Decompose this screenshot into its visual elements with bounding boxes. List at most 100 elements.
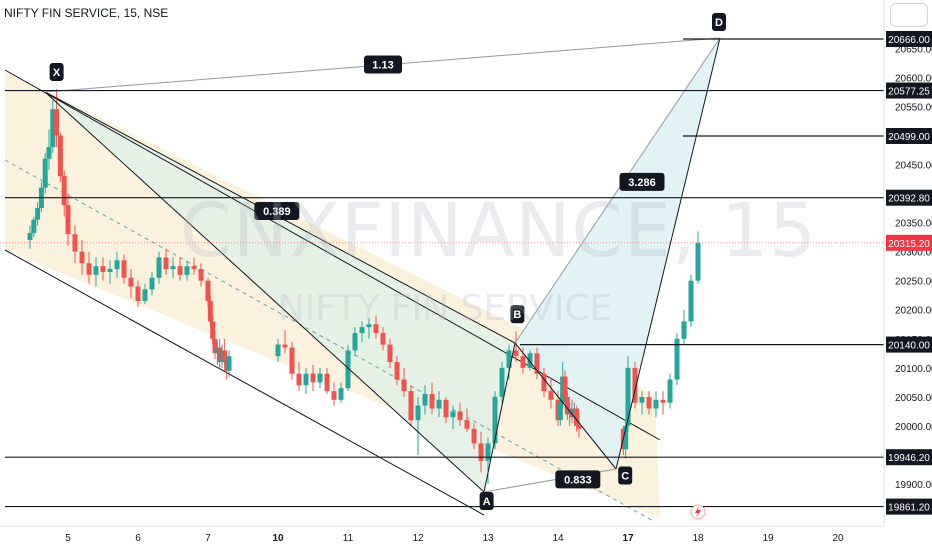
- svg-text:20315.20: 20315.20: [888, 239, 930, 250]
- price-level-badge: 20577.25: [886, 82, 932, 99]
- candle: [303, 367, 309, 394]
- candle: [408, 385, 414, 426]
- svg-text:X: X: [53, 67, 61, 79]
- candle: [564, 391, 570, 421]
- price-level-badge: 20666.00: [886, 30, 932, 47]
- y-tick-label: 20250.00: [895, 277, 932, 288]
- candle: [471, 423, 477, 450]
- candle: [387, 338, 393, 368]
- candle: [534, 347, 540, 380]
- candle: [42, 152, 48, 194]
- price-level-badge: 19861.20: [886, 498, 932, 515]
- channel-lower-line: [4, 249, 485, 516]
- candle: [317, 367, 323, 389]
- svg-text:19861.20: 19861.20: [888, 503, 930, 514]
- svg-text:19946.20: 19946.20: [888, 453, 930, 464]
- y-tick-label: 20350.00: [895, 219, 932, 230]
- candle: [576, 414, 582, 438]
- xa-leg: [44, 91, 485, 493]
- candle: [443, 396, 449, 424]
- svg-text:B: B: [513, 309, 521, 321]
- candle: [499, 362, 505, 403]
- svg-text:0.833: 0.833: [564, 474, 592, 486]
- candle: [128, 269, 134, 299]
- pattern-point-x: X: [49, 62, 64, 81]
- candle: [394, 356, 400, 386]
- y-tick-label: 20050.00: [895, 393, 932, 404]
- time-axis[interactable]: 5 6 7 10 11 12 13 14 17 18 19 20: [65, 533, 844, 544]
- candle: [429, 382, 435, 415]
- ratio-label: 0.389: [254, 201, 300, 220]
- x-tick-label: 5: [65, 533, 71, 544]
- candle: [79, 240, 85, 275]
- candle: [366, 318, 372, 339]
- candle: [667, 373, 673, 409]
- candle: [282, 330, 288, 354]
- candle: [464, 408, 470, 432]
- candle: [373, 315, 379, 339]
- pattern-point-labels: X A B C D: [49, 12, 726, 511]
- candle: [401, 367, 407, 397]
- bd-dotted: [514, 37, 721, 344]
- x-tick-label: 10: [272, 533, 284, 544]
- x-tick-label: 7: [205, 533, 211, 544]
- pattern-point-a: A: [479, 492, 494, 511]
- bc-leg: [514, 342, 617, 470]
- x-tick-label: 17: [622, 533, 634, 544]
- candle: [149, 271, 155, 296]
- xab-triangle-fill: [45, 92, 515, 492]
- candle: [35, 202, 41, 226]
- x-tick-label: 12: [412, 533, 424, 544]
- y-tick-label: 20650.00: [895, 44, 932, 55]
- candle: [156, 251, 162, 284]
- candle: [646, 391, 652, 415]
- y-tick-label: 20000.00: [895, 422, 932, 433]
- candle: [632, 362, 638, 409]
- price-level-badge: 20499.00: [886, 128, 932, 145]
- candle: [275, 338, 281, 363]
- symbol-title: NIFTY FIN SERVICE, 15, NSE: [4, 6, 169, 20]
- y-tick-label: 20550.00: [895, 102, 932, 113]
- candle: [198, 263, 204, 287]
- candle: [548, 379, 554, 409]
- svg-text:3.286: 3.286: [628, 177, 656, 189]
- price-level-badge: 20140.00: [886, 336, 932, 353]
- candle: [296, 362, 302, 392]
- candle: [170, 257, 176, 278]
- y-tick-label: 20100.00: [895, 364, 932, 375]
- candle: [65, 193, 71, 246]
- svg-text:A: A: [483, 496, 491, 508]
- y-tick-label: 20300.00: [895, 248, 932, 259]
- ratio-label: 3.286: [619, 172, 665, 191]
- candle: [93, 257, 99, 287]
- candle: [623, 420, 629, 459]
- svg-text:20499.00: 20499.00: [888, 132, 930, 143]
- price-level-badge: 19946.20: [886, 449, 932, 466]
- ratio-label: 0.833: [555, 470, 601, 489]
- x-tick-label: 14: [552, 533, 564, 544]
- price-axis[interactable]: 20650.0020600.0020550.0020450.0020400.00…: [886, 30, 932, 515]
- candle: [191, 257, 197, 275]
- svg-text:20666.00: 20666.00: [888, 35, 930, 46]
- lightning-icon[interactable]: [690, 504, 706, 520]
- svg-text:20140.00: 20140.00: [888, 341, 930, 352]
- candle: [688, 274, 694, 328]
- candle: [450, 405, 456, 429]
- candle: [135, 280, 141, 307]
- channel-upper-line: [4, 69, 661, 441]
- chart-settings-button[interactable]: [890, 3, 928, 27]
- x-tick-label: 18: [692, 533, 704, 544]
- ratio-label: 1.13: [364, 55, 402, 74]
- candle: [527, 350, 533, 371]
- svg-text:20392.80: 20392.80: [888, 194, 930, 205]
- y-tick-label: 20450.00: [895, 160, 932, 171]
- candle: [681, 309, 687, 345]
- candle: [86, 251, 92, 284]
- candle: [212, 330, 218, 360]
- price-level-lines: [0, 38, 884, 508]
- candle: [324, 367, 330, 394]
- candle: [27, 225, 33, 249]
- pattern-point-c: C: [618, 466, 633, 485]
- x-tick-label: 19: [762, 533, 774, 544]
